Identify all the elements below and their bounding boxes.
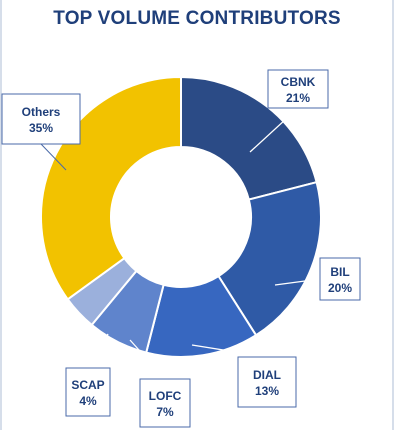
slice-name-cbnk: CBNK <box>281 75 316 89</box>
leader-line-cbnk <box>249 107 299 153</box>
chart-title: TOP VOLUME CONTRIBUTORS <box>53 8 341 29</box>
leader-line-lofc <box>129 339 166 380</box>
callout-box-dial <box>237 356 297 408</box>
slice-name-dial: DIAL <box>253 368 281 382</box>
slice-value-cbnk: 21% <box>286 91 310 105</box>
callout-others: Others 35% <box>1 93 81 171</box>
callout-box-bil <box>319 257 361 301</box>
leader-line-scap <box>87 333 109 369</box>
callout-cbnk: CBNK 21% <box>249 69 329 153</box>
callout-box-cbnk <box>267 69 329 109</box>
slice-cbnk <box>180 75 318 201</box>
slice-name-scap: SCAP <box>71 378 104 392</box>
slice-value-others: 35% <box>29 121 53 135</box>
leader-line-dial <box>191 344 268 358</box>
slice-bil <box>217 180 322 337</box>
callout-bil: BIL 20% <box>274 257 361 301</box>
slice-name-others: Others <box>22 105 61 119</box>
slice-value-scap: 4% <box>79 394 97 408</box>
callout-lofc: LOFC 7% <box>129 339 191 428</box>
slice-value-dial: 13% <box>255 384 279 398</box>
callout-box-lofc <box>139 378 191 428</box>
leader-line-others <box>40 143 67 171</box>
slice-name-bil: BIL <box>330 265 349 279</box>
slice-value-lofc: 7% <box>156 405 174 419</box>
slice-name-lofc: LOFC <box>149 389 182 403</box>
callout-box-others <box>1 93 81 145</box>
callout-scap: SCAP 4% <box>65 333 111 417</box>
callout-box-scap <box>65 367 111 417</box>
callout-dial: DIAL 13% <box>191 344 297 408</box>
slice-value-bil: 20% <box>328 281 352 295</box>
leader-line-bil <box>274 278 321 286</box>
